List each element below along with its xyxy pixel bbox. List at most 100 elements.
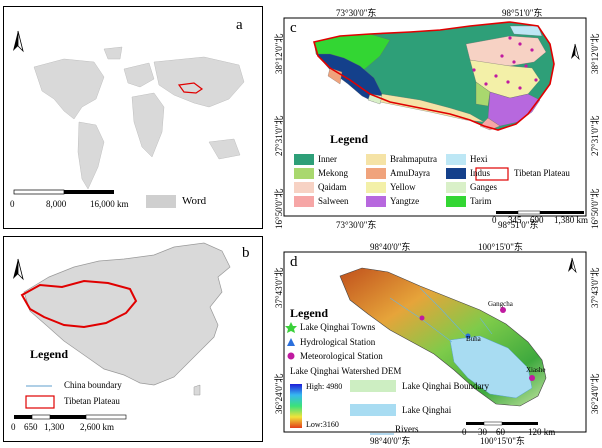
north-arrow-icon [13, 30, 24, 53]
scale-tick: 120 km [528, 427, 556, 437]
scale-tick: 0 [10, 199, 15, 209]
scale-tick: 0 [492, 215, 497, 225]
place-label: Gangcha [488, 300, 513, 308]
coord-right: 27°31'0"北 [590, 115, 599, 156]
panel-letter: b [242, 245, 250, 261]
scale-tick: 690 [530, 215, 544, 225]
coord-left: 16°50'0"北 [274, 188, 284, 229]
legend-label-amudayra: AmuDayra [390, 168, 430, 178]
coord-right: 36°24'0"北 [590, 373, 599, 414]
legend-label-mekong: Mekong [318, 168, 348, 178]
scale-tick: 16,000 km [90, 199, 129, 209]
coord-left: 36°24'0"北 [274, 373, 284, 414]
coord-bottom: 100°15'0"东 [480, 436, 525, 446]
legend-towns: Lake Qinghai Towns [300, 322, 376, 332]
legend-dem: Lake Qinghai Watershed DEM [290, 366, 402, 376]
legend-label-inner: Inner [318, 154, 337, 164]
legend-rivers: Rivers [395, 424, 419, 434]
legend-label-brahmaputra: Brahmaputra [390, 154, 437, 164]
legend-label-indus: Indus [470, 168, 490, 178]
panel-a-world-map: a 0 8,000 16,000 km Word [3, 6, 263, 229]
panel-letter: a [236, 17, 243, 33]
place-label: Buha [466, 335, 481, 343]
scale-tick: 0 [462, 427, 467, 437]
legend-hydro: Hydrological Station [300, 337, 376, 347]
legend-boundary: Lake Qinghai Boundary [402, 381, 489, 391]
town-markers [419, 307, 535, 381]
coord-left: 27°31'0"北 [274, 115, 284, 156]
legend-title: Legend [330, 132, 369, 146]
triangle-icon [287, 338, 295, 346]
tibet-outline-small [177, 82, 204, 94]
legend-label-hexi: Hexi [470, 154, 488, 164]
coord-top: 98°51'0"东 [502, 8, 543, 18]
legend-label-salween: Salween [318, 196, 349, 206]
scale-tick: 8,000 [46, 199, 67, 209]
north-arrow-icon [13, 258, 24, 281]
tp-swatch [475, 167, 509, 181]
legend-swatch-salween [294, 196, 314, 207]
coord-top: 98°40'0"东 [370, 242, 411, 252]
coord-left: 37°43'0"北 [274, 267, 284, 308]
legend-swatch-yangtze [366, 196, 386, 207]
china-boundary [23, 242, 231, 386]
legend-title: Legend [290, 306, 329, 320]
dem-colorbar [290, 384, 302, 428]
scale-tick: 1,380 km [554, 215, 589, 225]
coord-bottom: 73°30'0"东 [336, 220, 377, 230]
scale-tick: 345 [508, 215, 522, 225]
boundary-swatch [350, 380, 396, 392]
legend-swatch-amudayra [366, 168, 386, 179]
station-dots [472, 36, 538, 90]
legend-swatch-indus [446, 168, 466, 179]
scale-tick: 60 [496, 427, 505, 437]
scale-tick: 2,600 km [80, 422, 115, 432]
legend-china-boundary: China boundary [64, 380, 122, 390]
scale-bar [14, 414, 127, 420]
coord-bottom: 98°40'0"东 [370, 436, 411, 446]
scale-tick: 1,300 [44, 422, 65, 432]
coord-right: 38°12'0"北 [590, 33, 599, 74]
coord-top: 100°15'0"东 [478, 242, 523, 252]
panel-d-qinghai-map: d 98°40'0"东 100°15'0"东 98°40'0"东 100°15'… [270, 238, 599, 446]
place-label: Xiashe [526, 366, 546, 374]
scale-bar [13, 189, 114, 195]
legend-swatch-yellow [366, 182, 386, 193]
lake-swatch [350, 404, 396, 416]
legend-swatch-qaidam [294, 182, 314, 193]
coord-right: 16°50'0"北 [590, 188, 599, 229]
legend-swatch-inner [294, 154, 314, 165]
legend-swatch-tarim [446, 196, 466, 207]
legend-lake: Lake Qinghai [402, 405, 452, 415]
panel-letter: d [290, 254, 298, 270]
tibetan-plateau-outline [312, 21, 555, 131]
legend-meteo: Meteorological Station [300, 351, 383, 361]
legend-tp-label: Tibetan Plateau [514, 168, 570, 178]
coord-top: 73°30'0"东 [336, 8, 377, 18]
china-map-svg [13, 242, 231, 420]
legend-tibetan-plateau: Tibetan Plateau [64, 396, 120, 406]
continents [33, 46, 245, 190]
legend-title: Legend [30, 347, 69, 361]
north-arrow-icon [568, 257, 577, 274]
tp-swatch [25, 395, 55, 409]
qinghai-svg [283, 251, 587, 435]
coord-bottom: 98°51'0"东 [498, 220, 539, 230]
basins-svg [283, 17, 587, 217]
station-icon [287, 352, 295, 360]
world-legend-swatch [146, 195, 176, 208]
lake-qinghai [449, 335, 533, 399]
scale-tick: 30 [478, 427, 487, 437]
legend-swatch-mekong [294, 168, 314, 179]
tibetan-plateau-outline [20, 279, 138, 329]
legend-swatch-ganges [446, 182, 466, 193]
coord-right: 37°43'0"北 [590, 267, 599, 308]
legend-low: Low:3160 [306, 420, 339, 429]
legend-swatch-hexi [446, 154, 466, 165]
north-arrow-icon [571, 43, 580, 61]
panel-letter: c [290, 20, 297, 36]
legend-label-yellow: Yellow [390, 182, 416, 192]
legend-label-qaidam: Qaidam [318, 182, 347, 192]
legend-label-ganges: Ganges [470, 182, 497, 192]
coord-left: 38°12'0"北 [274, 33, 284, 74]
